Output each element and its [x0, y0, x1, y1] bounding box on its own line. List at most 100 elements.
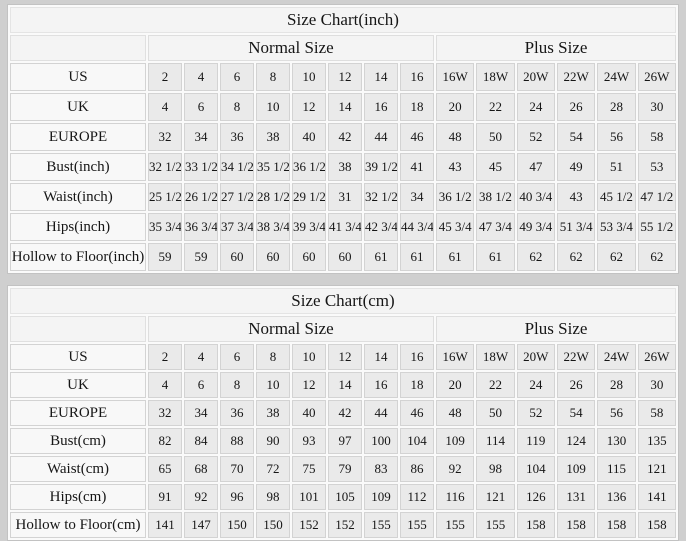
size-cell: 36: [220, 123, 254, 151]
size-cell: 26W: [637, 344, 676, 370]
size-cell: 124: [556, 428, 596, 454]
size-cell: 90: [256, 428, 290, 454]
size-cell: 155: [436, 512, 475, 538]
corner-cell: [10, 316, 146, 342]
size-cell: 91: [148, 484, 182, 510]
row-label: Bust(cm): [10, 428, 146, 454]
size-cell: 83: [364, 456, 398, 482]
size-cell: 10: [292, 344, 326, 370]
table-row: EUROPE 32 34 36 38 40 42 44 46 48 50 52 54 56 58: [10, 123, 676, 151]
size-cell: 6: [220, 63, 254, 91]
size-cell: 158: [637, 512, 676, 538]
size-cell: 152: [292, 512, 326, 538]
table-row: EUROPE 32 34 36 38 40 42 44 46 48 50 52 54 56 58: [10, 400, 676, 426]
size-cell: 4: [148, 372, 182, 398]
size-cell: 28: [597, 93, 636, 121]
size-cell: 20: [436, 93, 475, 121]
size-cell: 16: [400, 344, 434, 370]
size-cell: 53: [637, 153, 676, 181]
size-cell: 36 3/4: [184, 213, 218, 241]
size-cell: 30: [637, 372, 676, 398]
group-header: Plus Size: [436, 316, 676, 342]
size-cell: 40: [292, 123, 326, 151]
table-row: Waist(inch) 25 1/2 26 1/2 27 1/2 28 1/2 29 1/…: [10, 183, 676, 211]
size-cell: 36 1/2: [292, 153, 326, 181]
size-cell: 14: [364, 63, 398, 91]
size-cell: 24: [516, 372, 555, 398]
size-cell: 38 1/2: [476, 183, 515, 211]
size-cell: 150: [220, 512, 254, 538]
size-cell: 6: [184, 372, 218, 398]
size-cell: 56: [597, 123, 636, 151]
size-cell: 10: [292, 63, 326, 91]
size-cell: 60: [328, 243, 362, 271]
size-cell: 68: [184, 456, 218, 482]
size-cell: 45 3/4: [436, 213, 475, 241]
size-cell: 53 3/4: [597, 213, 636, 241]
size-cell: 36: [220, 400, 254, 426]
size-cell: 20W: [516, 63, 555, 91]
size-cell: 51 3/4: [556, 213, 596, 241]
size-cell: 105: [328, 484, 362, 510]
size-cell: 4: [184, 344, 218, 370]
size-cell: 70: [220, 456, 254, 482]
size-cell: 147: [184, 512, 218, 538]
row-label: UK: [10, 372, 146, 398]
size-cell: 61: [476, 243, 515, 271]
size-cell: 20W: [516, 344, 555, 370]
size-cell: 34: [184, 400, 218, 426]
size-cell: 6: [184, 93, 218, 121]
size-cell: 16: [400, 63, 434, 91]
size-cell: 158: [597, 512, 636, 538]
size-cell: 60: [220, 243, 254, 271]
size-cell: 50: [476, 123, 515, 151]
size-cell: 20: [436, 372, 475, 398]
row-label: EUROPE: [10, 400, 146, 426]
size-cell: 28 1/2: [256, 183, 290, 211]
row-label: Hips(cm): [10, 484, 146, 510]
size-cell: 12: [292, 93, 326, 121]
size-cell: 24W: [597, 63, 636, 91]
size-cell: 40 3/4: [516, 183, 555, 211]
size-cell: 16: [364, 372, 398, 398]
size-cell: 45 1/2: [597, 183, 636, 211]
size-cell: 126: [516, 484, 555, 510]
table-row: Hollow to Floor(cm) 141 147 150 150 152 152 155…: [10, 512, 676, 538]
size-cell: 26W: [637, 63, 676, 91]
size-cell: 97: [328, 428, 362, 454]
size-cell: 155: [476, 512, 515, 538]
size-cell: 141: [637, 484, 676, 510]
size-cell: 155: [400, 512, 434, 538]
size-cell: 58: [637, 123, 676, 151]
row-label: Waist(cm): [10, 456, 146, 482]
size-cell: 26: [556, 93, 596, 121]
size-cell: 29 1/2: [292, 183, 326, 211]
size-cell: 101: [292, 484, 326, 510]
size-cell: 47 3/4: [476, 213, 515, 241]
size-cell: 30: [637, 93, 676, 121]
size-cell: 27 1/2: [220, 183, 254, 211]
size-cell: 12: [328, 344, 362, 370]
size-cell: 47 1/2: [637, 183, 676, 211]
row-label: Waist(inch): [10, 183, 146, 211]
size-cell: 84: [184, 428, 218, 454]
size-cell: 47: [516, 153, 555, 181]
size-cell: 25 1/2: [148, 183, 182, 211]
table-row: UK 4 6 8 10 12 14 16 18 20 22 24 26 28 30: [10, 93, 676, 121]
size-cell: 104: [400, 428, 434, 454]
size-cell: 16W: [436, 344, 475, 370]
size-cell: 58: [637, 400, 676, 426]
size-cell: 43: [436, 153, 475, 181]
size-cell: 104: [516, 456, 555, 482]
size-chart-page: Size Chart(inch) Normal Size Plus Size US 2 4…: [7, 4, 679, 541]
size-cell: 33 1/2: [184, 153, 218, 181]
size-cell: 22: [476, 93, 515, 121]
size-cell: 51: [597, 153, 636, 181]
size-cell: 22W: [556, 344, 596, 370]
size-cell: 52: [516, 400, 555, 426]
size-cell: 55 1/2: [637, 213, 676, 241]
size-cell: 86: [400, 456, 434, 482]
size-cell: 14: [328, 93, 362, 121]
size-cell: 32 1/2: [364, 183, 398, 211]
size-cell: 12: [328, 63, 362, 91]
